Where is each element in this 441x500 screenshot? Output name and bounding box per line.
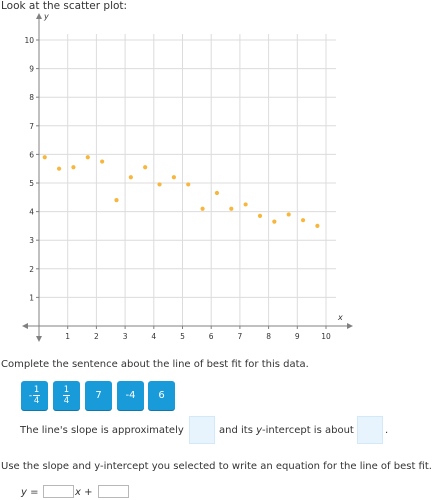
numerator: 1	[33, 384, 40, 395]
sentence-period: .	[385, 425, 389, 436]
denominator: 4	[63, 396, 70, 406]
sentence-and-its: and its	[219, 425, 257, 436]
tile-neg-one-fourth[interactable]: - 1 4	[21, 381, 48, 410]
tile-sign: -	[28, 390, 33, 401]
sentence-intercept-text: -intercept is about	[262, 425, 354, 436]
data-point	[56, 166, 62, 171]
y-tick-label: 8	[29, 93, 34, 102]
data-point	[42, 155, 47, 160]
tile-six[interactable]: 6	[148, 381, 175, 410]
data-point	[243, 202, 248, 207]
data-point	[286, 212, 291, 217]
sentence-part2: and its y-intercept is about	[219, 425, 354, 436]
fraction: 1 4	[33, 384, 41, 406]
y-tick-label: 7	[29, 122, 34, 131]
eq-x: x	[75, 487, 81, 498]
data-point	[143, 165, 148, 170]
slope-dropzone[interactable]	[189, 416, 215, 444]
denominator: 4	[33, 396, 40, 406]
x-tick-label: 4	[151, 332, 156, 341]
x-tick-label: 10	[321, 332, 331, 341]
data-point	[128, 175, 133, 180]
y-tick-label: 6	[29, 150, 34, 159]
x-tick-label: 8	[266, 332, 271, 341]
tile-seven[interactable]: 7	[85, 381, 112, 410]
x-tick-label: 9	[295, 332, 300, 341]
y-tick-label: 1	[29, 293, 34, 302]
x-tick-label: 6	[209, 332, 214, 341]
y-tick-label: 3	[29, 236, 34, 245]
y-tick-label: 10	[24, 36, 34, 45]
tile-one-fourth[interactable]: 1 4	[53, 381, 80, 410]
data-point	[171, 175, 176, 180]
data-point	[229, 206, 234, 211]
slope-input[interactable]	[43, 485, 74, 498]
sentence-part1: The line's slope is approximately	[20, 425, 184, 436]
numerator: 1	[63, 384, 70, 395]
equation-y-label: y =	[21, 487, 38, 498]
eq-plus: +	[80, 487, 93, 498]
fraction-bar	[33, 395, 41, 396]
x-axis-arrow-left	[22, 323, 28, 329]
y-tick-label: 9	[29, 65, 34, 74]
data-point	[300, 218, 306, 223]
scatter-plot: 1 2 3 4 5 6 7 8 9 10 1 2 3 4 5 6 7 8 9 10 y x	[22, 12, 353, 342]
x-axis-label: x	[337, 313, 343, 322]
y-axis-arrow-down	[36, 336, 42, 342]
x-tick-label: 7	[238, 332, 243, 341]
y-axis-arrow-up	[36, 13, 42, 19]
data-point	[272, 219, 277, 224]
question-instruction: Complete the sentence about the line of …	[1, 359, 309, 370]
data-point	[186, 182, 191, 187]
x-tick-label: 2	[94, 332, 99, 341]
data-point	[100, 159, 105, 164]
tile-neg-four[interactable]: -4	[117, 381, 144, 410]
fraction: 1 4	[63, 384, 70, 406]
data-point	[114, 198, 119, 203]
x-axis-arrow-right	[347, 323, 353, 329]
y-tick-label: 5	[29, 179, 34, 188]
y-tick-label: 4	[29, 208, 34, 217]
equation-x-label: x +	[75, 487, 92, 498]
equation-instruction: Use the slope and y-intercept you select…	[1, 461, 432, 472]
data-point	[315, 223, 320, 228]
data-point	[157, 182, 162, 187]
eq-y: y	[21, 487, 27, 498]
prompt-text: Look at the scatter plot:	[1, 0, 128, 12]
data-point	[257, 213, 263, 218]
intercept-dropzone[interactable]	[357, 416, 383, 444]
sentence-var-y: y	[256, 425, 263, 436]
eq-equals: =	[26, 487, 39, 498]
x-tick-label: 5	[180, 332, 185, 341]
fraction-bar	[63, 395, 70, 396]
data-point	[85, 155, 90, 160]
data-point	[200, 206, 205, 211]
x-tick-label: 1	[65, 332, 70, 341]
data-point	[71, 165, 76, 170]
y-axis-label: y	[43, 12, 49, 21]
x-tick-label: 3	[123, 332, 128, 341]
intercept-input[interactable]	[98, 485, 129, 498]
data-point	[214, 190, 220, 196]
y-tick-label: 2	[29, 265, 34, 274]
